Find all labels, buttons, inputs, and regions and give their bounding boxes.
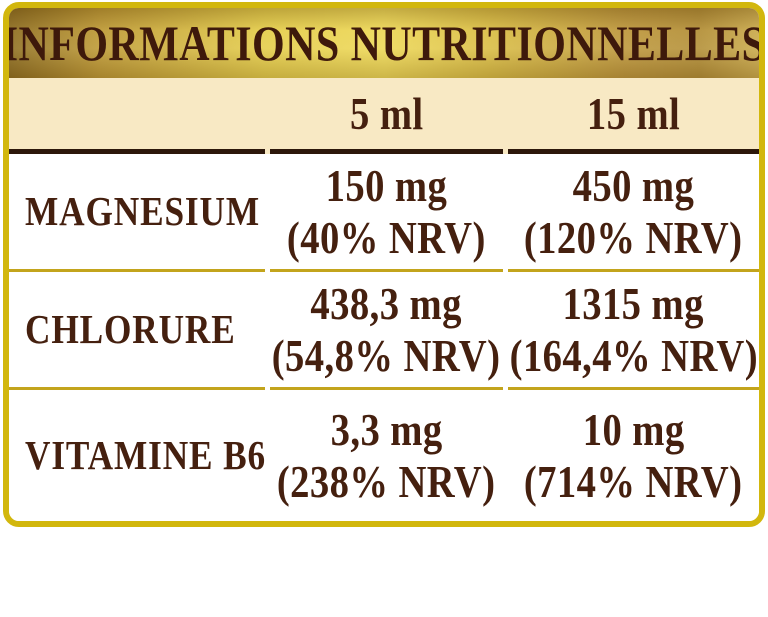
nutrient-label: VITAMINE B6 [25,432,266,478]
nrv-value: (120% NRV) [524,211,743,263]
value-cell-5ml: 3,3 mg (238% NRV) [270,390,503,521]
col-5ml-label: 5 ml [349,87,424,139]
value-cell-15ml: 1315 mg (164,4% NRV) [508,272,759,390]
nrv-value: (54,8% NRV) [272,329,501,381]
amount-value: 10 mg [582,403,685,455]
nrv-value: (164,4% NRV) [509,329,758,381]
value-cell-15ml: 450 mg (120% NRV) [508,154,759,272]
row-label-cell: VITAMINE B6 [9,390,265,521]
table-row-magnesium: MAGNESIUM 150 mg (40% NRV) 450 mg (120% … [9,154,759,272]
amount-value: 450 mg [572,159,695,211]
panel-header: INFORMATIONS NUTRITIONNELLES [9,8,759,78]
amount-value: 150 mg [325,159,448,211]
row-label-cell: CHLORURE [9,272,265,390]
header-empty-cell [9,78,265,154]
value-cell-15ml: 10 mg (714% NRV) [508,390,759,521]
value-cell-5ml: 438,3 mg (54,8% NRV) [270,272,503,390]
row-label-cell: MAGNESIUM [9,154,265,272]
nutrient-label: CHLORURE [25,306,236,352]
table-row-chlorure: CHLORURE 438,3 mg (54,8% NRV) 1315 mg (1… [9,272,759,390]
header-col-15ml: 15 ml [508,78,759,154]
amount-value: 438,3 mg [310,277,463,329]
value-cell-5ml: 150 mg (40% NRV) [270,154,503,272]
nutrition-panel: INFORMATIONS NUTRITIONNELLES 5 ml 15 ml … [3,2,765,527]
amount-value: 3,3 mg [330,403,443,455]
col-15ml-label: 15 ml [586,87,681,139]
nrv-value: (714% NRV) [524,455,743,507]
nrv-value: (40% NRV) [287,211,486,263]
table-row-vitamine-b6: VITAMINE B6 3,3 mg (238% NRV) 10 mg (714… [9,390,759,521]
table-header-row: 5 ml 15 ml [9,78,759,154]
nutrient-label: MAGNESIUM [25,188,260,234]
amount-value: 1315 mg [562,277,705,329]
nrv-value: (238% NRV) [277,455,496,507]
panel-title: INFORMATIONS NUTRITIONNELLES [3,15,765,71]
header-col-5ml: 5 ml [270,78,503,154]
